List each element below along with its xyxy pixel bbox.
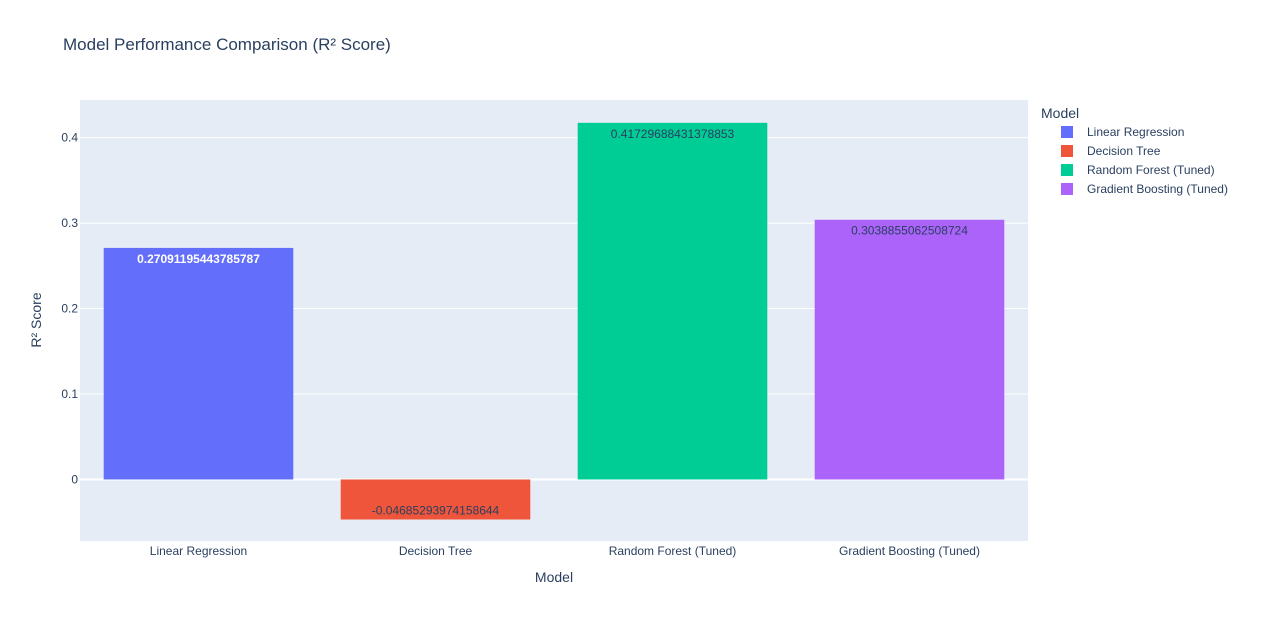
bar-value-label: 0.3038855062508724 xyxy=(851,224,968,238)
bar-value-label: -0.04685293974158644 xyxy=(372,504,500,518)
x-axis-ticks: Linear Regression Decision Tree Random For… xyxy=(150,544,980,558)
legend-entry[interactable]: Linear Regression xyxy=(1087,125,1184,139)
y-tick-label: 0 xyxy=(71,472,78,486)
legend-swatch[interactable] xyxy=(1061,183,1073,195)
legend[interactable]: Model Linear Regression Decision Tree Rand… xyxy=(1041,105,1228,196)
y-tick-label: 0.2 xyxy=(61,302,78,316)
legend-entry[interactable]: Random Forest (Tuned) xyxy=(1087,163,1215,177)
legend-swatch[interactable] xyxy=(1061,126,1073,138)
legend-swatch[interactable] xyxy=(1061,164,1073,176)
y-axis-title: R² Score xyxy=(28,292,44,347)
legend-swatch[interactable] xyxy=(1061,145,1073,157)
x-tick-label: Linear Regression xyxy=(150,544,247,558)
y-axis-ticks: 0 0.1 0.2 0.3 0.4 xyxy=(61,131,78,487)
x-tick-label: Decision Tree xyxy=(399,544,473,558)
bars: 0.27091195443785787 -0.04685293974158644 0… xyxy=(103,122,1005,520)
y-tick-label: 0.1 xyxy=(61,387,78,401)
bar[interactable] xyxy=(340,479,531,520)
bar[interactable] xyxy=(103,247,294,480)
legend-title: Model xyxy=(1041,105,1079,121)
bar[interactable] xyxy=(814,219,1005,480)
y-tick-label: 0.3 xyxy=(61,216,78,230)
bar-value-label: 0.41729688431378853 xyxy=(611,127,735,141)
x-tick-label: Gradient Boosting (Tuned) xyxy=(839,544,980,558)
y-tick-label: 0.4 xyxy=(61,131,78,145)
x-tick-label: Random Forest (Tuned) xyxy=(609,544,737,558)
bar[interactable] xyxy=(577,122,768,480)
legend-entry[interactable]: Gradient Boosting (Tuned) xyxy=(1087,182,1228,196)
legend-entry[interactable]: Decision Tree xyxy=(1087,144,1161,158)
bar-value-label: 0.27091195443785787 xyxy=(137,252,260,266)
x-axis-title: Model xyxy=(535,569,573,585)
chart-title: Model Performance Comparison (R² Score) xyxy=(63,35,391,54)
